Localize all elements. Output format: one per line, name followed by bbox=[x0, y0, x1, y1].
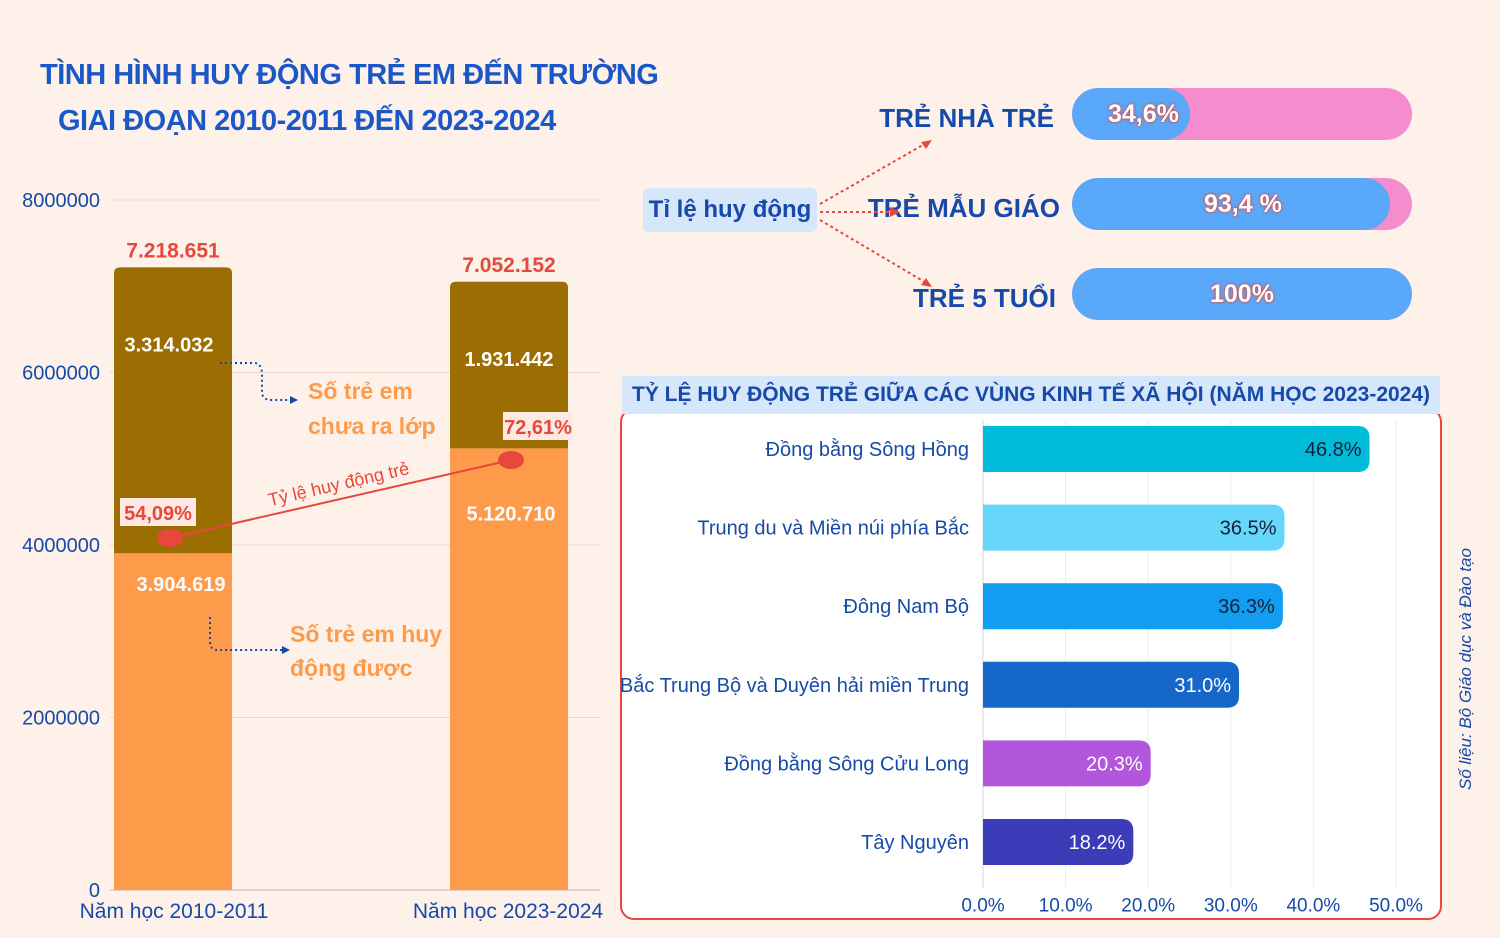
region-category-label: Tây Nguyên bbox=[861, 832, 969, 854]
bar-enrolled bbox=[450, 448, 568, 890]
source-note: Số liệu: Bộ Giáo dục và Đào tạo bbox=[1456, 548, 1475, 790]
bar-enrolled-label: 3.904.619 bbox=[137, 574, 226, 596]
region-category-label: Trung du và Miền núi phía Bắc bbox=[697, 517, 969, 540]
bar-unenrolled-label: 3.314.032 bbox=[125, 334, 214, 356]
rate-source-label: Tỉ lệ huy động bbox=[643, 188, 817, 232]
region-category-label: Bắc Trung Bộ và Duyên hải miền Trung bbox=[620, 674, 969, 697]
region-bar bbox=[983, 819, 1134, 865]
rate-fill-five-year bbox=[1072, 268, 1412, 320]
rate-point bbox=[157, 529, 183, 547]
x-tick-label: 20.0% bbox=[1121, 896, 1175, 917]
rate-pill-nursery: 34,6% bbox=[1072, 88, 1412, 140]
rate-label-bg bbox=[503, 412, 573, 440]
region-bar-value: 36.3% bbox=[1218, 596, 1275, 618]
arrowhead-nursery bbox=[921, 140, 932, 149]
region-category-label: Đông Nam Bộ bbox=[843, 596, 969, 618]
annotation-enrolled-line2: động được bbox=[290, 655, 413, 681]
annotation-arrowhead bbox=[282, 646, 290, 654]
x-tick-label: 10.0% bbox=[1039, 896, 1093, 917]
title-line-1: TÌNH HÌNH HUY ĐỘNG TRẺ EM ĐẾN TRƯỜNG bbox=[40, 59, 659, 91]
rate-value-kindergarten: 93,4 % bbox=[1204, 190, 1282, 218]
region-bar-value: 18.2% bbox=[1069, 832, 1126, 854]
y-tick-label: 2000000 bbox=[22, 708, 100, 730]
x-category-label: Năm học 2023-2024 bbox=[413, 900, 604, 923]
rate-pill-kindergarten: 93,4 % bbox=[1072, 178, 1412, 230]
region-category-label: Đồng bằng Sông Cửu Long bbox=[724, 752, 969, 775]
region-bar bbox=[983, 661, 1240, 708]
rate-value-five-year: 100% bbox=[1210, 280, 1274, 308]
bar-unenrolled bbox=[450, 281, 568, 449]
rate-line bbox=[169, 459, 512, 539]
title-line-2: GIAI ĐOẠN 2010-2011 ĐẾN 2023-2024 bbox=[58, 105, 556, 137]
rate-fill-kindergarten bbox=[1072, 178, 1390, 230]
rate-point-label: 54,09% bbox=[124, 503, 192, 525]
rate-line-label: Tỷ lệ huy động trẻ bbox=[266, 458, 411, 510]
y-tick-label: 8000000 bbox=[22, 190, 100, 212]
x-tick-label: 50.0% bbox=[1369, 896, 1423, 917]
rate-value-nursery: 34,6% bbox=[1108, 100, 1179, 128]
rate-label-five-year: TRẺ 5 TUỔI bbox=[912, 283, 1056, 313]
rate-point bbox=[498, 451, 524, 469]
region-bar bbox=[983, 504, 1285, 551]
bar-enrolled-label: 5.120.710 bbox=[467, 503, 556, 525]
region-bar bbox=[983, 583, 1283, 630]
annotation-unenrolled-line1: Số trẻ em bbox=[308, 378, 413, 404]
annotation-arrowhead bbox=[290, 396, 298, 404]
rate-pill-five-year: 100% bbox=[1072, 268, 1412, 320]
x-tick-label: 30.0% bbox=[1204, 896, 1258, 917]
enrollment-stacked-chart: 8000000 6000000 4000000 2000000 0 7.218.651 3.… bbox=[22, 190, 604, 923]
page-title: TÌNH HÌNH HUY ĐỘNG TRẺ EM ĐẾN TRƯỜNG GIA… bbox=[40, 52, 680, 144]
arrow-to-five-year bbox=[819, 219, 929, 285]
x-tick-label: 0.0% bbox=[961, 896, 1004, 917]
rate-label-kindergarten: TRẺ MẪU GIÁO bbox=[867, 193, 1060, 223]
bar-unenrolled-label: 1.931.442 bbox=[465, 349, 554, 371]
rate-fill-nursery bbox=[1072, 88, 1190, 140]
bar-total-label: 7.052.152 bbox=[462, 254, 555, 277]
y-tick-label: 0 bbox=[89, 880, 100, 902]
region-bar-value: 20.3% bbox=[1086, 753, 1143, 775]
bar-unenrolled bbox=[114, 267, 232, 554]
y-tick-label: 6000000 bbox=[22, 363, 100, 385]
rate-label-nursery: TRẺ NHÀ TRẺ bbox=[879, 103, 1054, 133]
region-bar-chart: 0.0% 10.0% 20.0% 30.0% 40.0% 50.0% 46.8% Đồng b… bbox=[620, 420, 1423, 917]
x-tick-label: 40.0% bbox=[1286, 896, 1340, 917]
region-category-label: Đồng bằng Sông Hồng bbox=[766, 438, 970, 461]
region-bar bbox=[983, 426, 1370, 472]
region-bar-value: 46.8% bbox=[1305, 439, 1362, 461]
bar-total-label: 7.218.651 bbox=[126, 239, 220, 262]
annotation-unenrolled-line2: chưa ra lớp bbox=[308, 413, 436, 439]
annotation-enrolled-line1: Số trẻ em huy bbox=[290, 621, 442, 647]
bar-enrolled bbox=[114, 553, 232, 890]
y-tick-label: 4000000 bbox=[22, 535, 100, 557]
rate-label-bg bbox=[120, 498, 196, 526]
rate-point-label: 72,61% bbox=[504, 417, 572, 439]
x-category-label: Năm học 2010-2011 bbox=[80, 900, 269, 923]
region-bar bbox=[983, 740, 1151, 787]
region-bar-value: 31.0% bbox=[1174, 675, 1231, 697]
region-bar-value: 36.5% bbox=[1220, 518, 1277, 540]
annotation-arrow-enrolled bbox=[209, 617, 284, 651]
region-chart-title: TỶ LỆ HUY ĐỘNG TRẺ GIỮA CÁC VÙNG KINH TẾ… bbox=[622, 376, 1441, 414]
